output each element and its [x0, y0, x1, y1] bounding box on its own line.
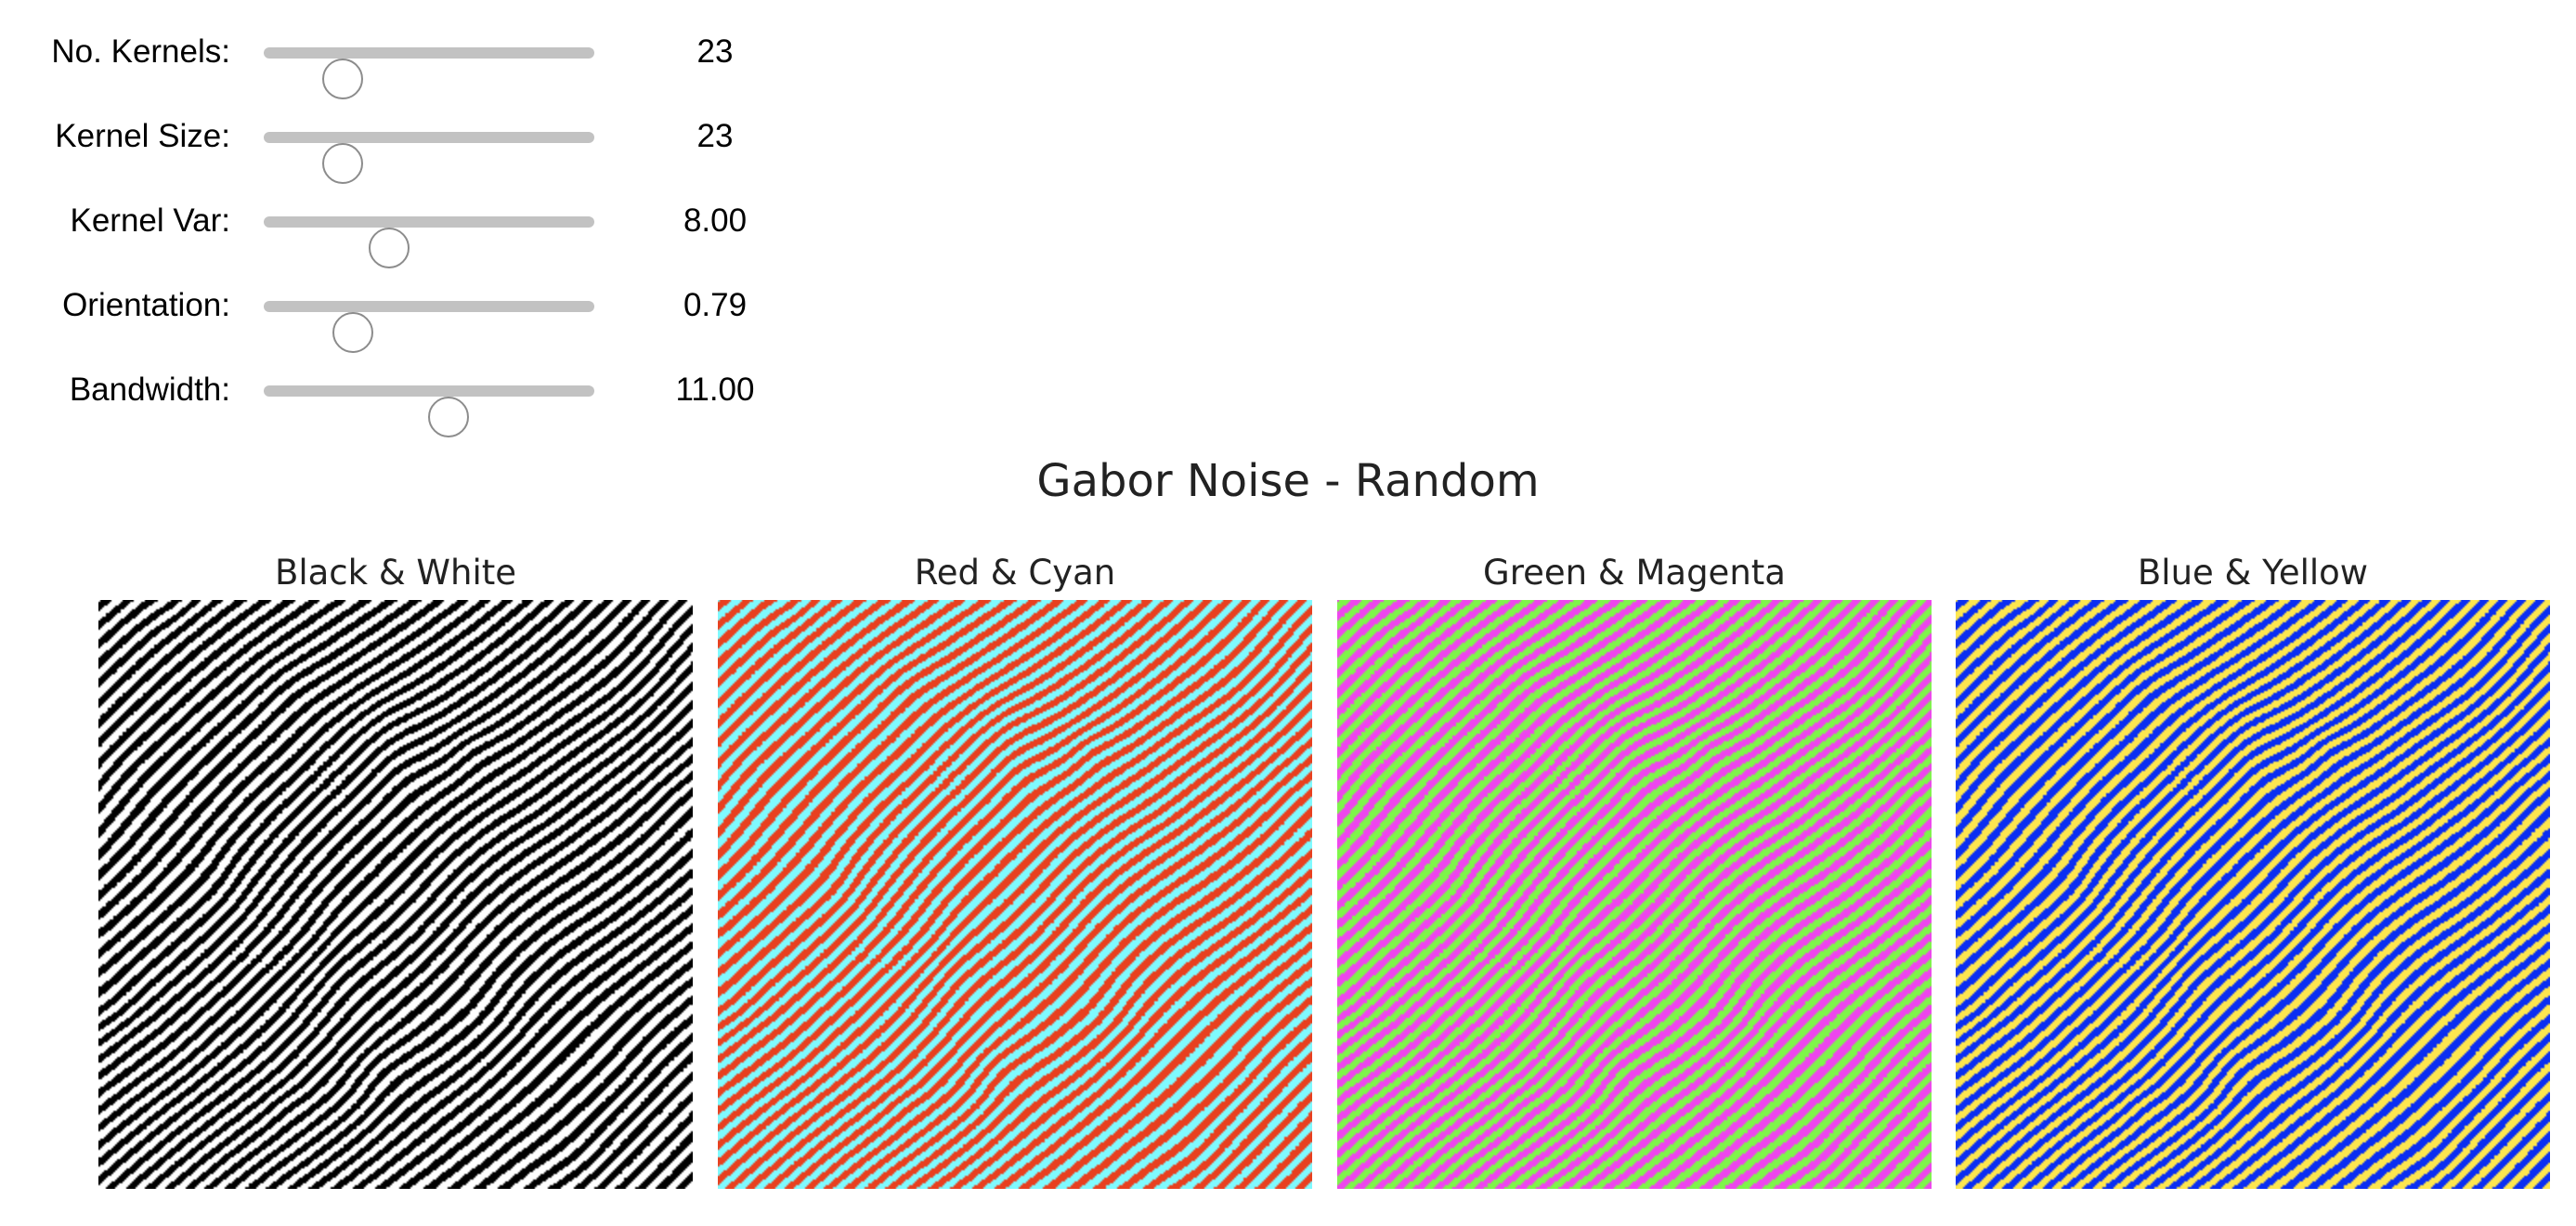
slider-bandwidth: Bandwidth: 11.00 [0, 358, 836, 437]
panel-blue-yellow: Blue & Yellow [1956, 548, 2550, 1198]
slider-track-kernel-var[interactable] [264, 216, 594, 268]
slider-label-bandwidth: Bandwidth: [69, 372, 230, 408]
slider-no-kernels: No. Kernels: 23 [0, 20, 836, 99]
slider-value-bandwidth: 11.00 [675, 372, 755, 408]
slider-track-kernel-size[interactable] [264, 132, 594, 184]
panel-green-magenta: Green & Magenta [1337, 548, 1932, 1198]
panel-title-red-cyan: Red & Cyan [914, 553, 1116, 593]
noise-image-blue-yellow [1956, 600, 2550, 1189]
slider-handle-kernel-size[interactable] [322, 143, 364, 184]
slider-orientation: Orientation: 0.79 [0, 273, 836, 353]
slider-track-no-kernels[interactable] [264, 47, 594, 99]
slider-kernel-var: Kernel Var: 8.00 [0, 189, 836, 268]
slider-label-orientation: Orientation: [62, 287, 230, 323]
slider-value-orientation: 0.79 [683, 287, 748, 323]
noise-image-green-magenta [1337, 600, 1932, 1189]
slider-label-kernel-size: Kernel Size: [55, 118, 230, 154]
slider-value-kernel-var: 8.00 [683, 202, 748, 239]
slider-value-no-kernels: 23 [696, 33, 734, 70]
panel-title-green-magenta: Green & Magenta [1483, 553, 1786, 593]
panel-red-cyan: Red & Cyan [718, 548, 1312, 1198]
panel-black-white: Black & White [98, 548, 693, 1198]
slider-track-orientation[interactable] [264, 301, 594, 353]
slider-label-no-kernels: No. Kernels: [51, 33, 230, 70]
slider-kernel-size: Kernel Size: 23 [0, 104, 836, 184]
slider-controls: No. Kernels: 23 Kernel Size: 23 Kernel V… [0, 0, 836, 437]
slider-handle-bandwidth[interactable] [428, 397, 470, 437]
slider-handle-no-kernels[interactable] [322, 59, 364, 99]
slider-label-kernel-var: Kernel Var: [70, 202, 231, 239]
panel-title-black-white: Black & White [274, 553, 517, 593]
slider-value-kernel-size: 23 [696, 118, 734, 154]
noise-image-black-white [98, 600, 693, 1189]
figure-title: Gabor Noise - Random [1036, 455, 1540, 507]
slider-handle-kernel-var[interactable] [369, 228, 410, 268]
panel-title-blue-yellow: Blue & Yellow [2137, 553, 2369, 593]
slider-handle-orientation[interactable] [332, 312, 374, 353]
noise-image-red-cyan [718, 600, 1312, 1189]
slider-track-bandwidth[interactable] [264, 385, 594, 437]
